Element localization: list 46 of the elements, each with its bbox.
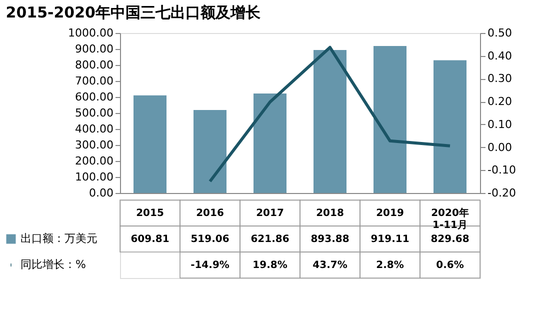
y-tick-label: 0.00 xyxy=(89,186,114,200)
x-tick-label: 2015 xyxy=(136,208,164,219)
x-tick-label: 2018 xyxy=(316,208,344,219)
data-label: 919.11 xyxy=(370,234,410,245)
chart-title: 2015-2020年中国三七出口额及增长 xyxy=(6,4,262,22)
data-label: 829.68 xyxy=(430,234,470,245)
line-series xyxy=(208,46,452,183)
legend-label: 同比增长：% xyxy=(20,258,86,271)
y-tick-label: 300.00 xyxy=(75,138,114,152)
data-label: 519.06 xyxy=(190,234,230,245)
data-label: 43.7% xyxy=(312,260,348,271)
y-tick-label: 1000.00 xyxy=(68,26,114,40)
x-tick-label: 2019 xyxy=(376,208,404,219)
x-tick-label: 2016 xyxy=(196,208,224,219)
data-label: 0.6% xyxy=(436,260,464,271)
y-tick-label: 800.00 xyxy=(75,58,114,72)
y-tick-label: 600.00 xyxy=(75,90,114,104)
x-tick-label: 2020年 1-11月 xyxy=(431,207,469,231)
data-label: 609.81 xyxy=(130,234,170,245)
bar xyxy=(194,110,226,193)
data-label: 621.86 xyxy=(250,234,290,245)
y-tick-label: 100.00 xyxy=(75,170,114,184)
y2-tick-label: 0.40 xyxy=(488,49,512,62)
data-label: 19.8% xyxy=(252,260,288,271)
bar xyxy=(314,50,346,193)
legend-label: 出口额：万美元 xyxy=(20,232,98,245)
y2-tick-label: -0.20 xyxy=(488,186,516,200)
y-tick-label: 500.00 xyxy=(75,106,114,120)
bar xyxy=(254,94,286,193)
y2-tick-label: 0.50 xyxy=(488,26,512,40)
y-tick-label: 400.00 xyxy=(75,122,114,136)
data-label: 2.8% xyxy=(376,260,404,271)
y2-tick-label: 0.30 xyxy=(488,72,512,86)
y-tick-label: 200.00 xyxy=(75,154,114,168)
y-tick-label: 700.00 xyxy=(75,74,114,88)
bar xyxy=(374,46,406,193)
y2-tick-label: 0.10 xyxy=(488,118,512,131)
y-tick-label: 900.00 xyxy=(75,42,114,56)
y2-tick-label: -0.10 xyxy=(488,164,516,177)
bar xyxy=(434,60,466,193)
data-label: 893.88 xyxy=(310,234,350,245)
data-label: -14.9% xyxy=(190,260,230,271)
bar xyxy=(134,95,166,193)
y2-tick-label: 0.20 xyxy=(488,95,512,108)
x-tick-label: 2017 xyxy=(256,208,284,219)
y2-tick-label: 0.00 xyxy=(488,140,512,154)
